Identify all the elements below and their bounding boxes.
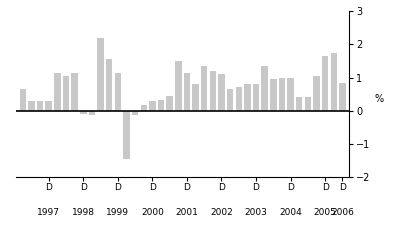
- Bar: [262, 66, 268, 111]
- Bar: [210, 71, 216, 111]
- Bar: [279, 78, 285, 111]
- Bar: [54, 73, 61, 111]
- Bar: [270, 79, 277, 111]
- Bar: [149, 101, 156, 111]
- Bar: [141, 105, 147, 111]
- Bar: [322, 56, 328, 111]
- Text: 2006: 2006: [331, 208, 354, 217]
- Bar: [115, 73, 121, 111]
- Bar: [158, 100, 164, 111]
- Bar: [339, 83, 346, 111]
- Text: 2004: 2004: [279, 208, 302, 217]
- Bar: [253, 84, 259, 111]
- Bar: [235, 87, 242, 111]
- Bar: [19, 89, 26, 111]
- Bar: [175, 61, 181, 111]
- Text: 1999: 1999: [106, 208, 129, 217]
- Bar: [287, 78, 294, 111]
- Bar: [63, 76, 69, 111]
- Bar: [71, 73, 78, 111]
- Text: 2003: 2003: [245, 208, 268, 217]
- Bar: [218, 74, 225, 111]
- Bar: [89, 111, 95, 115]
- Text: 2001: 2001: [175, 208, 198, 217]
- Bar: [46, 101, 52, 111]
- Bar: [80, 111, 87, 114]
- Bar: [331, 53, 337, 111]
- Text: 1997: 1997: [37, 208, 60, 217]
- Bar: [313, 76, 320, 111]
- Bar: [304, 97, 311, 111]
- Bar: [37, 101, 43, 111]
- Bar: [296, 97, 303, 111]
- Text: 2005: 2005: [314, 208, 337, 217]
- Bar: [201, 66, 208, 111]
- Bar: [123, 111, 130, 159]
- Bar: [166, 96, 173, 111]
- Bar: [184, 73, 190, 111]
- Bar: [97, 38, 104, 111]
- Bar: [227, 89, 233, 111]
- Bar: [106, 59, 112, 111]
- Bar: [28, 101, 35, 111]
- Text: 1998: 1998: [72, 208, 95, 217]
- Bar: [192, 84, 199, 111]
- Bar: [244, 84, 251, 111]
- Bar: [132, 111, 138, 115]
- Y-axis label: %: %: [374, 94, 384, 104]
- Text: 2000: 2000: [141, 208, 164, 217]
- Text: 2002: 2002: [210, 208, 233, 217]
